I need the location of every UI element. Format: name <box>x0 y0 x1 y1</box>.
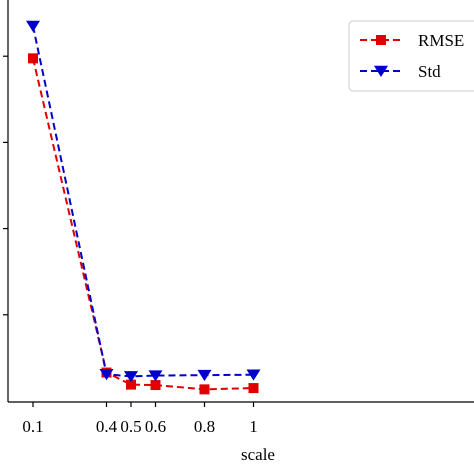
point-std-0 <box>26 20 40 32</box>
series-rmse <box>28 53 259 395</box>
series-std <box>26 20 261 383</box>
legend-entry-std: Std <box>360 62 441 81</box>
y-ticks <box>3 55 8 316</box>
x-tick-label-4: 0.8 <box>194 417 215 436</box>
point-rmse-0 <box>28 53 38 64</box>
point-rmse-2 <box>126 379 136 390</box>
legend-label-rmse: RMSE <box>418 31 464 50</box>
point-std-2 <box>124 371 138 383</box>
x-ticks: 0.1 0.4 0.5 0.6 0.8 1 <box>22 402 258 436</box>
point-rmse-4 <box>199 384 210 395</box>
point-rmse-3 <box>150 380 161 391</box>
legend-marker-std <box>374 65 388 77</box>
point-std-1 <box>99 369 114 381</box>
point-std-3 <box>148 370 163 382</box>
x-tick-label-2: 0.5 <box>120 417 141 436</box>
legend-label-std: Std <box>418 62 441 81</box>
x-axis-label: scale <box>241 445 275 464</box>
series-layer <box>26 20 261 395</box>
point-std-5 <box>246 369 261 381</box>
x-tick-label-0: 0.1 <box>22 417 43 436</box>
legend-entry-rmse: RMSE <box>360 31 464 50</box>
series-line-std <box>32 25 254 378</box>
x-tick-label-5: 1 <box>249 417 258 436</box>
x-tick-label-3: 0.6 <box>145 417 166 436</box>
legend-marker-rmse <box>376 35 386 45</box>
legend: RMSE Std <box>348 20 474 92</box>
point-std-4 <box>197 369 212 382</box>
series-line-rmse <box>32 58 254 391</box>
x-tick-label-1: 0.4 <box>96 417 118 436</box>
point-rmse-5 <box>248 383 259 394</box>
axes <box>7 0 474 403</box>
